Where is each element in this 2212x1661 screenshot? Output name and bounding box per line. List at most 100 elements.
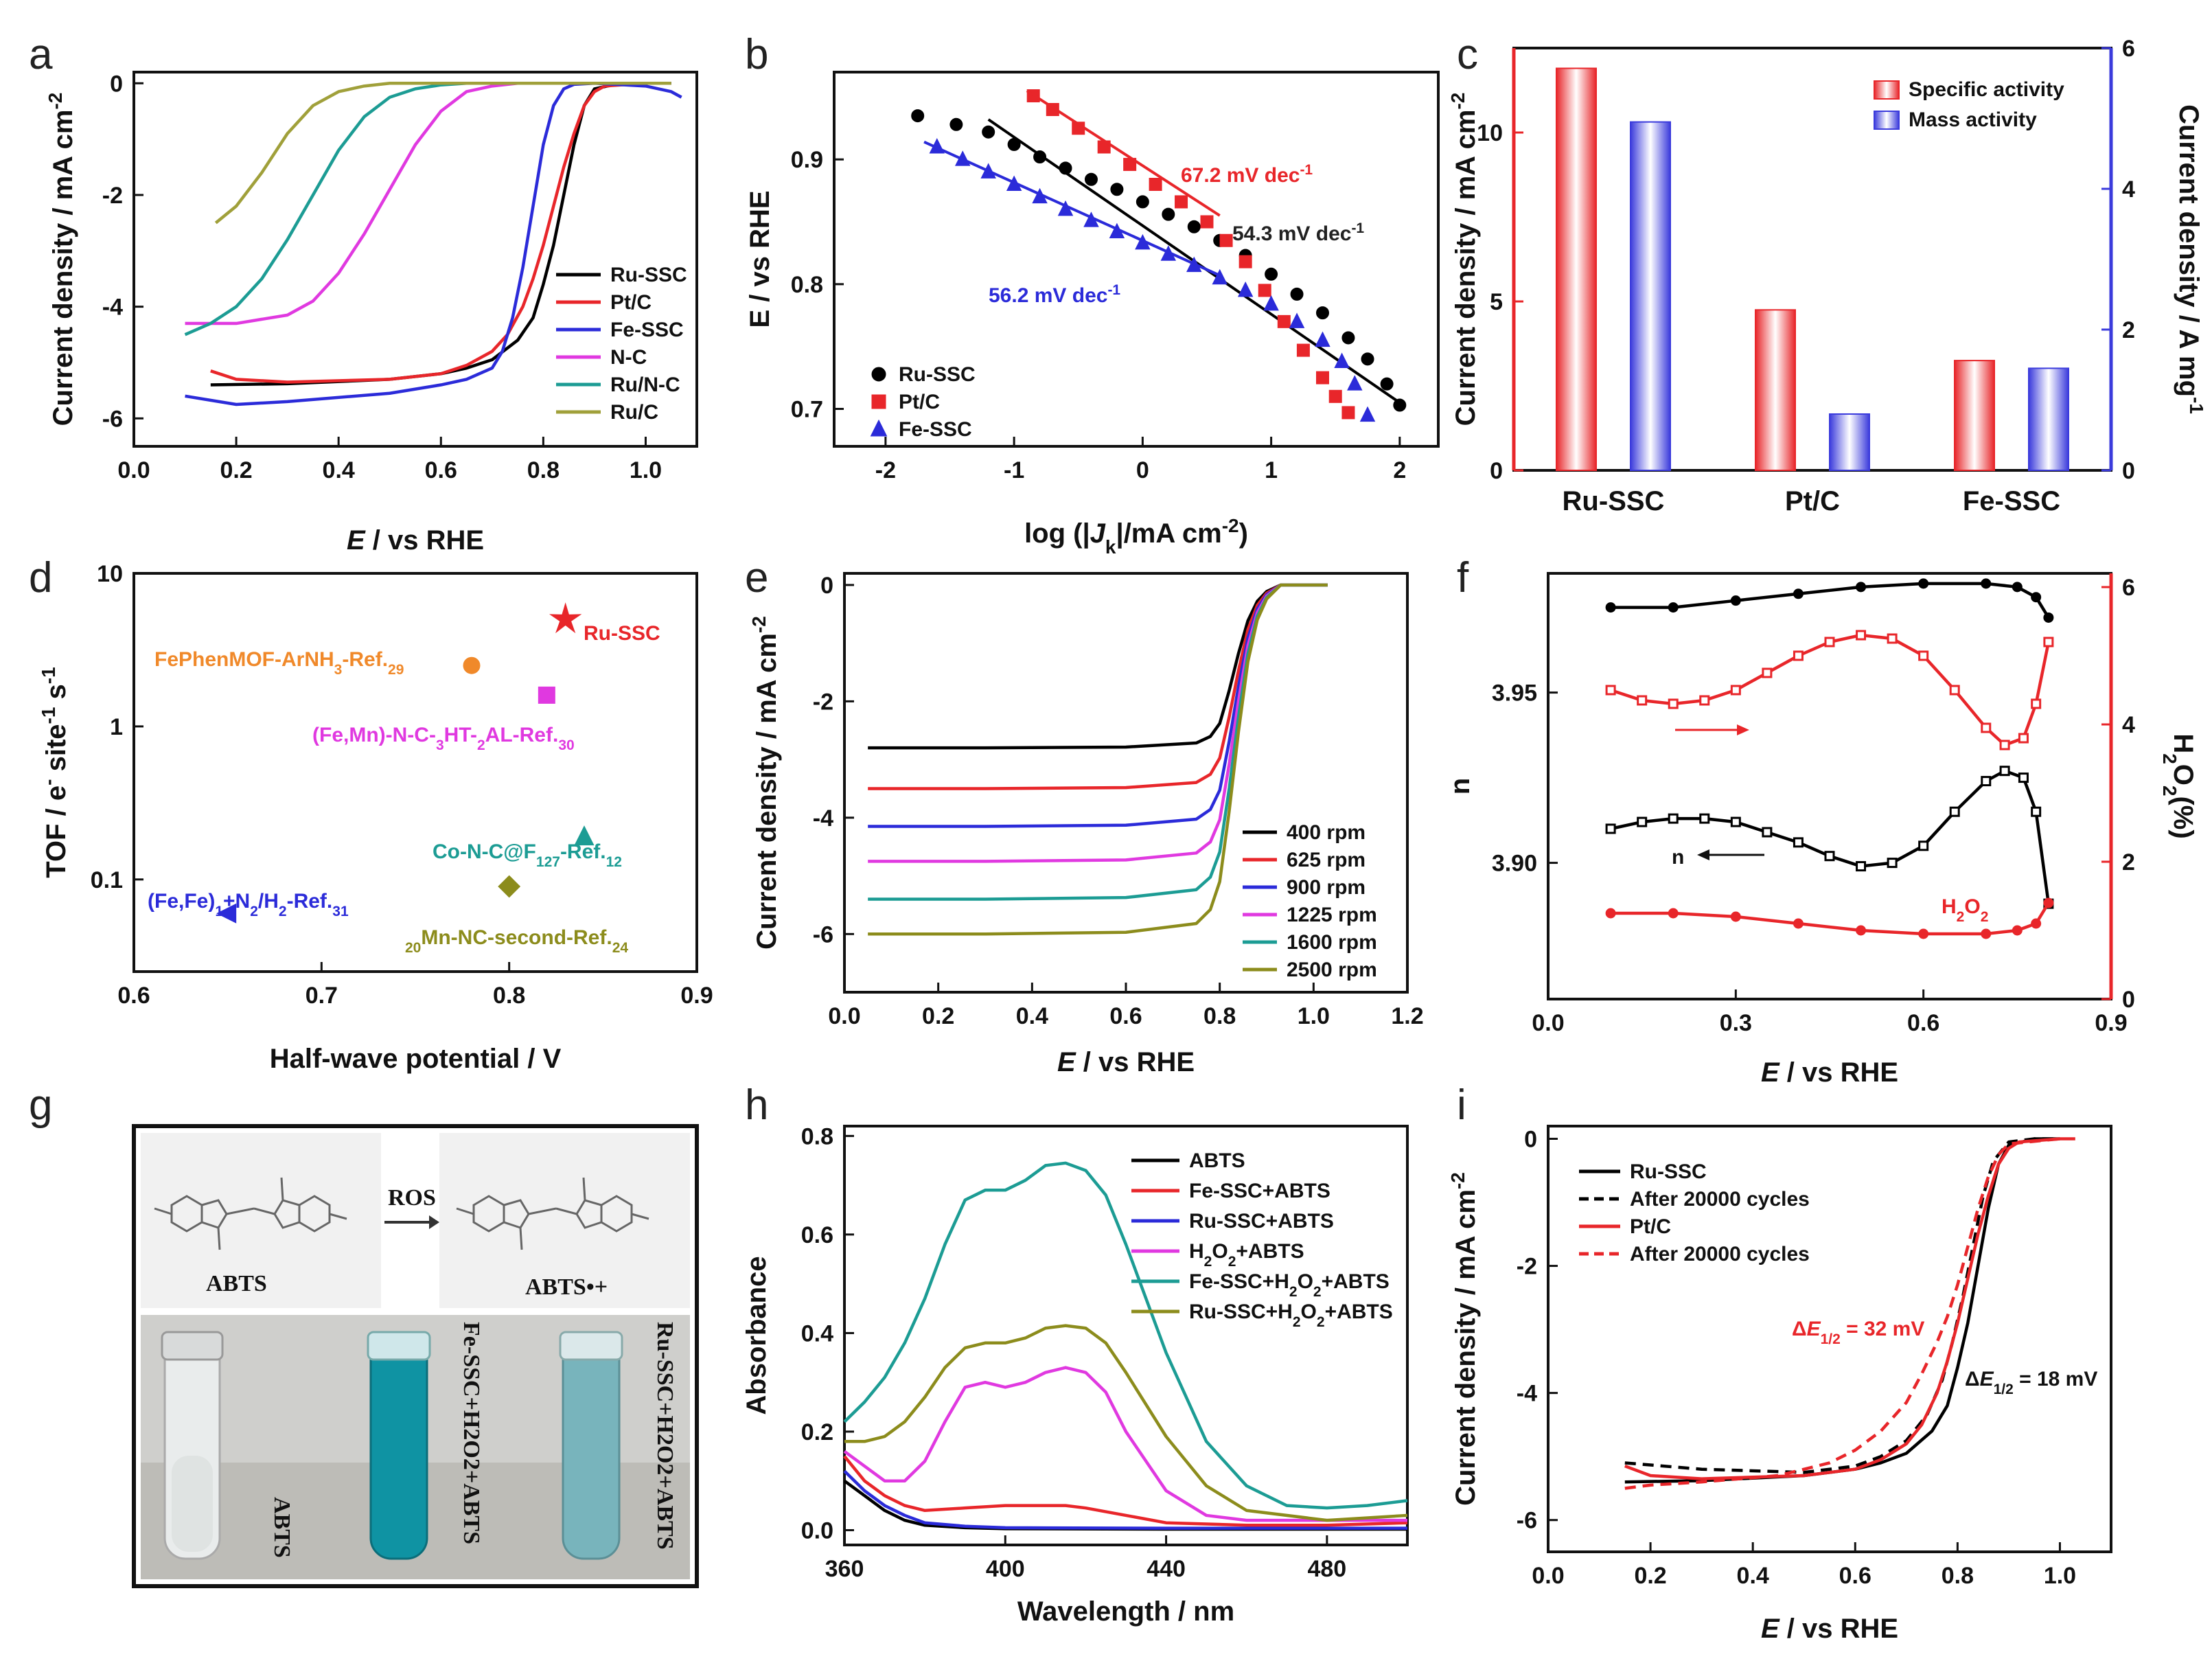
bar-specific-activity xyxy=(1556,67,1597,471)
x-tick-label: 0.0 xyxy=(1532,1563,1564,1589)
series-line-n-2 xyxy=(1610,769,2051,904)
y2-tick-label: 0 xyxy=(2122,987,2135,1013)
data-point-h2o2 xyxy=(1762,667,1773,678)
data-point-pt-c xyxy=(1219,233,1233,247)
data-point-n xyxy=(1999,766,2010,777)
series-line-pt-c xyxy=(210,82,671,384)
data-point--fe-fe-1-n2-h2-ref-31 xyxy=(216,903,237,924)
data-point-ru-ssc xyxy=(1315,306,1329,320)
data-point-ru-ssc xyxy=(1110,183,1124,196)
data-point-pt-c xyxy=(1258,284,1271,297)
data-point-n xyxy=(1605,602,1616,613)
data-point-pt-c xyxy=(1239,255,1252,268)
y-tick-label: 0.7 xyxy=(791,397,823,423)
y-tick-label: 0 xyxy=(110,71,123,97)
data-point-fe-ssc xyxy=(1263,295,1279,311)
legend-label: 1225 rpm xyxy=(1287,904,1377,926)
data-point-n xyxy=(2031,806,2042,817)
x-tick-label: 0.9 xyxy=(680,983,713,1009)
series-line-ru-ssc xyxy=(210,82,671,387)
data-point-n xyxy=(1856,861,1867,872)
x-tick-label: 0.6 xyxy=(117,983,150,1009)
x-tick-label: 0.6 xyxy=(1839,1563,1871,1589)
series-line-n-c xyxy=(185,82,671,325)
data-point-fe-ssc xyxy=(1237,281,1254,297)
y-tick-label: 0.6 xyxy=(801,1222,833,1248)
x-tick-label: 440 xyxy=(1147,1556,1186,1582)
x-tick-label: 1.2 xyxy=(1391,1003,1423,1029)
data-point-n xyxy=(1605,823,1616,834)
point-label: Ru-SSC xyxy=(584,622,660,645)
y-axis-label: E / vs RHE xyxy=(745,190,775,328)
vial-ru-ssc xyxy=(559,1331,623,1560)
data-point-pt-c xyxy=(1149,178,1162,191)
data-point-pt-c xyxy=(1296,343,1310,357)
data-point-h2o2 xyxy=(1605,685,1616,696)
panel-d-chart: 0.6 0.7 0.8 0.9 0.1 1 10 Ru-SSC FePhenMOF-ArNH3-… xyxy=(38,561,713,1074)
legend-label: After 20000 cycles xyxy=(1630,1243,1810,1265)
data-point-n xyxy=(1793,837,1804,848)
series-line-n-0 xyxy=(1611,582,2050,619)
x-tick-label: 0.2 xyxy=(1634,1563,1666,1589)
data-point-n xyxy=(2012,582,2023,593)
slope-annotation: 54.3 mV dec-1 xyxy=(1232,220,1364,246)
y-tick-label: 0.4 xyxy=(801,1320,833,1347)
data-point-pt-c xyxy=(1200,215,1214,229)
legend-label: Fe-SSC xyxy=(610,319,684,341)
data-point-h2o2 xyxy=(2043,637,2054,648)
series-line-h2o2-3 xyxy=(1611,902,2050,936)
axis-indicator-arrowhead-n xyxy=(1697,849,1709,860)
slope-annotation: 67.2 mV dec-1 xyxy=(1181,162,1313,187)
y-tick-label: -2 xyxy=(102,183,123,209)
legend-label: Specific activity xyxy=(1909,78,2064,101)
data-point-n xyxy=(1981,578,1992,589)
x-tick-label: 0.0 xyxy=(828,1003,860,1029)
legend-label: 625 rpm xyxy=(1287,849,1366,871)
data-point-fe-ssc xyxy=(1359,406,1376,422)
panel-b-chart: -2 -1 0 1 2 0.7 0.8 0.9 67.2 mV dec-1 54.3 mV dec… xyxy=(745,71,1440,558)
x-tick-label: 0.6 xyxy=(1109,1003,1142,1029)
data-point-fe-ssc xyxy=(1289,312,1305,328)
plot-frame xyxy=(133,572,698,973)
data-point-pt-c xyxy=(1277,314,1291,328)
y-tick-label: -4 xyxy=(1517,1381,1537,1407)
data-point-h2o2 xyxy=(1999,740,2010,751)
series-line-h2o2-abts xyxy=(843,1366,1407,1522)
y2-tick-label: 2 xyxy=(2122,317,2135,343)
data-point-h2o2 xyxy=(2031,918,2042,929)
x-axis-label: Half-wave potential / V xyxy=(270,1044,562,1074)
y-tick-label: 0.0 xyxy=(801,1517,833,1544)
data-point-n xyxy=(2018,772,2029,783)
series-line-900-rpm xyxy=(868,583,1328,828)
data-point-20mn-nc-second-ref-24 xyxy=(498,875,521,898)
data-point-h2o2 xyxy=(2018,733,2029,744)
x-tick-label: 1.0 xyxy=(630,457,662,483)
x-tick-label: 0.8 xyxy=(493,983,525,1009)
data-point-h2o2 xyxy=(2043,897,2054,908)
series-line-pt-c-2 xyxy=(1624,1137,2075,1480)
y-tick-label: 1 xyxy=(110,714,123,740)
data-point-pt-c xyxy=(1175,195,1188,209)
plot-frame xyxy=(843,1125,1409,1546)
data-point-h2o2 xyxy=(2031,698,2042,709)
point-label: (Fe,Mn)-N-C-3HT-2AL-Ref.30 xyxy=(312,724,575,753)
data-point-n xyxy=(1762,827,1773,838)
point-label: FePhenMOF-ArNH3-Ref.29 xyxy=(154,648,404,678)
bar-mass-activity xyxy=(2028,367,2069,471)
x-tick-label: 0.6 xyxy=(425,457,457,483)
y-tick-label: 10 xyxy=(97,561,123,587)
panel-label-i: i xyxy=(1457,1081,1466,1129)
y-tick-label: 0 xyxy=(820,573,833,599)
data-point-ru-ssc xyxy=(1341,331,1355,345)
vial-fe-ssc xyxy=(367,1331,431,1560)
legend-label: Ru/N-C xyxy=(610,374,680,396)
series-line-ru-ssc-abts xyxy=(843,1469,1407,1530)
data-point-n xyxy=(1793,588,1804,599)
plot-frame xyxy=(1547,1125,2112,1553)
category-label: Pt/C xyxy=(1785,486,1840,516)
x-tick-label: 0.4 xyxy=(1737,1563,1769,1589)
x-axis-label: E / vs RHE xyxy=(1057,1047,1195,1077)
panel-a-chart: 0.0 0.2 0.4 0.6 0.8 1.0 0 -2 -4 -6 Ru-SSC Pt/C Fe-SS… xyxy=(45,71,698,555)
y-tick-label: 3.95 xyxy=(1492,680,1537,707)
y2-tick-label: 4 xyxy=(2122,176,2135,203)
